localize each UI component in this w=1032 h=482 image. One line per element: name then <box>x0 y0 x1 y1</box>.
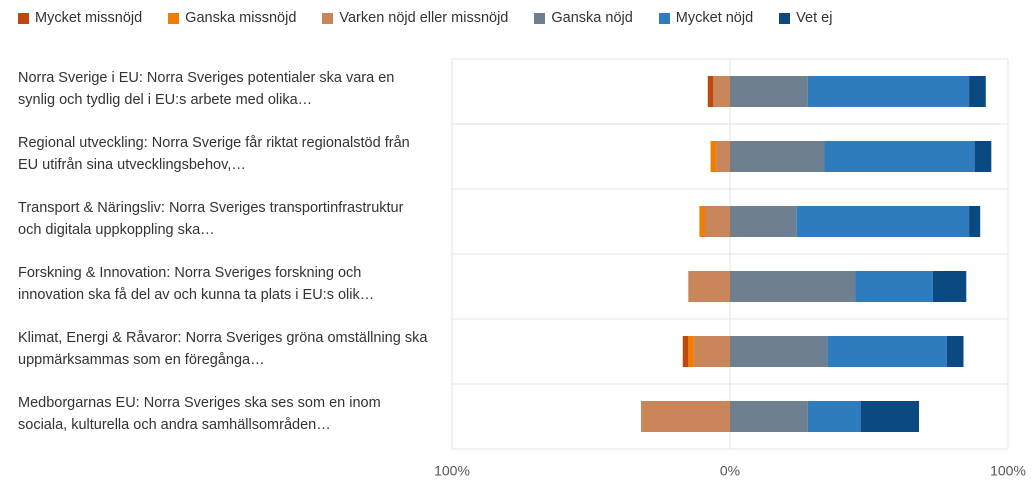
x-tick-label: 0% <box>720 463 740 479</box>
category-label: Medborgarnas EU: Norra Sveriges ska ses … <box>18 394 381 433</box>
category-label: Klimat, Energi & Råvaror: Norra Sveriges… <box>18 329 428 368</box>
bar-segment <box>641 401 730 432</box>
legend-swatch <box>168 12 180 24</box>
x-tick-label: 100% <box>434 463 470 479</box>
x-tick-label: 100% <box>990 463 1026 479</box>
bar-segment <box>824 141 975 172</box>
bar-segment <box>682 336 689 367</box>
category-label: Norra Sverige i EU: Norra Sveriges poten… <box>18 69 395 108</box>
bar-segment <box>730 206 797 237</box>
bar-segment <box>707 76 714 107</box>
legend-swatch <box>658 12 670 24</box>
bar-segment <box>730 401 808 432</box>
bar-segment <box>710 141 717 172</box>
legend-item: Varken nöjd eller missnöjd <box>322 10 508 26</box>
legend-item: Mycket nöjd <box>658 10 754 26</box>
legend-label: Ganska nöjd <box>551 10 633 26</box>
bar-segment <box>688 336 694 367</box>
legend-label: Mycket nöjd <box>675 10 754 26</box>
bar-segment <box>969 76 986 107</box>
bar-segment <box>860 401 920 432</box>
legend-swatch <box>322 12 334 24</box>
legend-item: Ganska missnöjd <box>168 10 296 26</box>
bar-segment <box>807 401 861 432</box>
bar-segment <box>730 76 808 107</box>
bar-segment <box>969 206 981 237</box>
legend-label: Vet ej <box>796 10 833 26</box>
legend-item: Mycket missnöjd <box>18 10 142 26</box>
bar-segment <box>827 336 947 367</box>
category-label: Regional utveckling: Norra Sverige får r… <box>18 134 410 173</box>
legend-label: Ganska missnöjd <box>185 10 297 26</box>
bar-segment <box>807 76 970 107</box>
legend: Mycket missnöjd Ganska missnöjd Varken nöj… <box>18 10 832 26</box>
category-label: Forskning & Innovation: Norra Sveriges f… <box>18 264 375 303</box>
bar-segment <box>974 141 992 172</box>
bar-segment <box>704 206 730 237</box>
bar-segment <box>730 141 825 172</box>
category-label: Transport & Näringsliv: Norra Sveriges t… <box>18 199 404 238</box>
bar-segment <box>713 76 730 107</box>
bar-segment <box>946 336 964 367</box>
bar-segment <box>855 271 933 302</box>
bar-segment <box>796 206 970 237</box>
legend-item: Ganska nöjd <box>534 10 633 26</box>
bar-segment <box>730 336 828 367</box>
legend-swatch <box>18 12 29 24</box>
bar-segment <box>693 336 730 367</box>
bar-segment <box>932 271 967 302</box>
legend-swatch <box>534 12 546 24</box>
bar-segment <box>730 271 856 302</box>
bar-segment <box>688 271 730 302</box>
legend-label: Varken nöjd eller missnöjd <box>339 10 509 26</box>
bar-segment <box>716 141 730 172</box>
bar-segment <box>699 206 705 237</box>
legend-label: Mycket missnöjd <box>35 10 143 26</box>
legend-item: Vet ej <box>779 10 832 26</box>
legend-swatch <box>779 12 791 24</box>
